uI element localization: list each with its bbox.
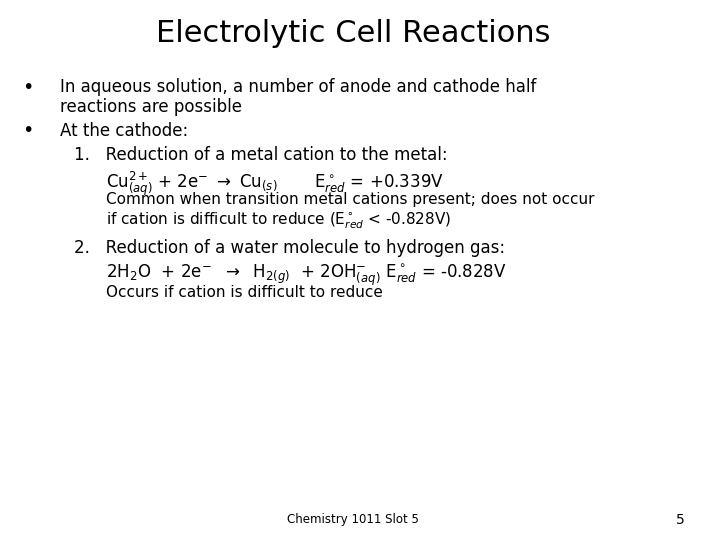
Text: Occurs if cation is difficult to reduce: Occurs if cation is difficult to reduce bbox=[106, 285, 383, 300]
Text: •: • bbox=[22, 122, 34, 140]
Text: reactions are possible: reactions are possible bbox=[60, 98, 242, 116]
Text: •: • bbox=[22, 78, 34, 97]
Text: At the cathode:: At the cathode: bbox=[60, 122, 188, 139]
Text: In aqueous solution, a number of anode and cathode half: In aqueous solution, a number of anode a… bbox=[60, 78, 536, 96]
Text: if cation is difficult to reduce (E$^\circ_{red}$ < -0.828V): if cation is difficult to reduce (E$^\ci… bbox=[106, 211, 451, 231]
Text: 2H$_2$O  + 2e$^{-}$  $\rightarrow$  H$_{2(g)}$  + 2OH$^{-}_{(aq)}$ E$^\circ_{red: 2H$_2$O + 2e$^{-}$ $\rightarrow$ H$_{2(g… bbox=[106, 263, 507, 288]
Text: Cu$^{2+}_{(aq)}$ + 2e$^{-}$ $\rightarrow$ Cu$_{(s)}$       E$^\circ_{red}$ = +0.: Cu$^{2+}_{(aq)}$ + 2e$^{-}$ $\rightarrow… bbox=[106, 170, 444, 198]
Text: Common when transition metal cations present; does not occur: Common when transition metal cations pre… bbox=[106, 192, 595, 207]
Text: 5: 5 bbox=[676, 512, 685, 526]
Text: 1.   Reduction of a metal cation to the metal:: 1. Reduction of a metal cation to the me… bbox=[74, 146, 448, 164]
Text: Electrolytic Cell Reactions: Electrolytic Cell Reactions bbox=[156, 19, 550, 48]
Text: Chemistry 1011 Slot 5: Chemistry 1011 Slot 5 bbox=[287, 514, 419, 526]
Text: 2.   Reduction of a water molecule to hydrogen gas:: 2. Reduction of a water molecule to hydr… bbox=[74, 239, 505, 256]
